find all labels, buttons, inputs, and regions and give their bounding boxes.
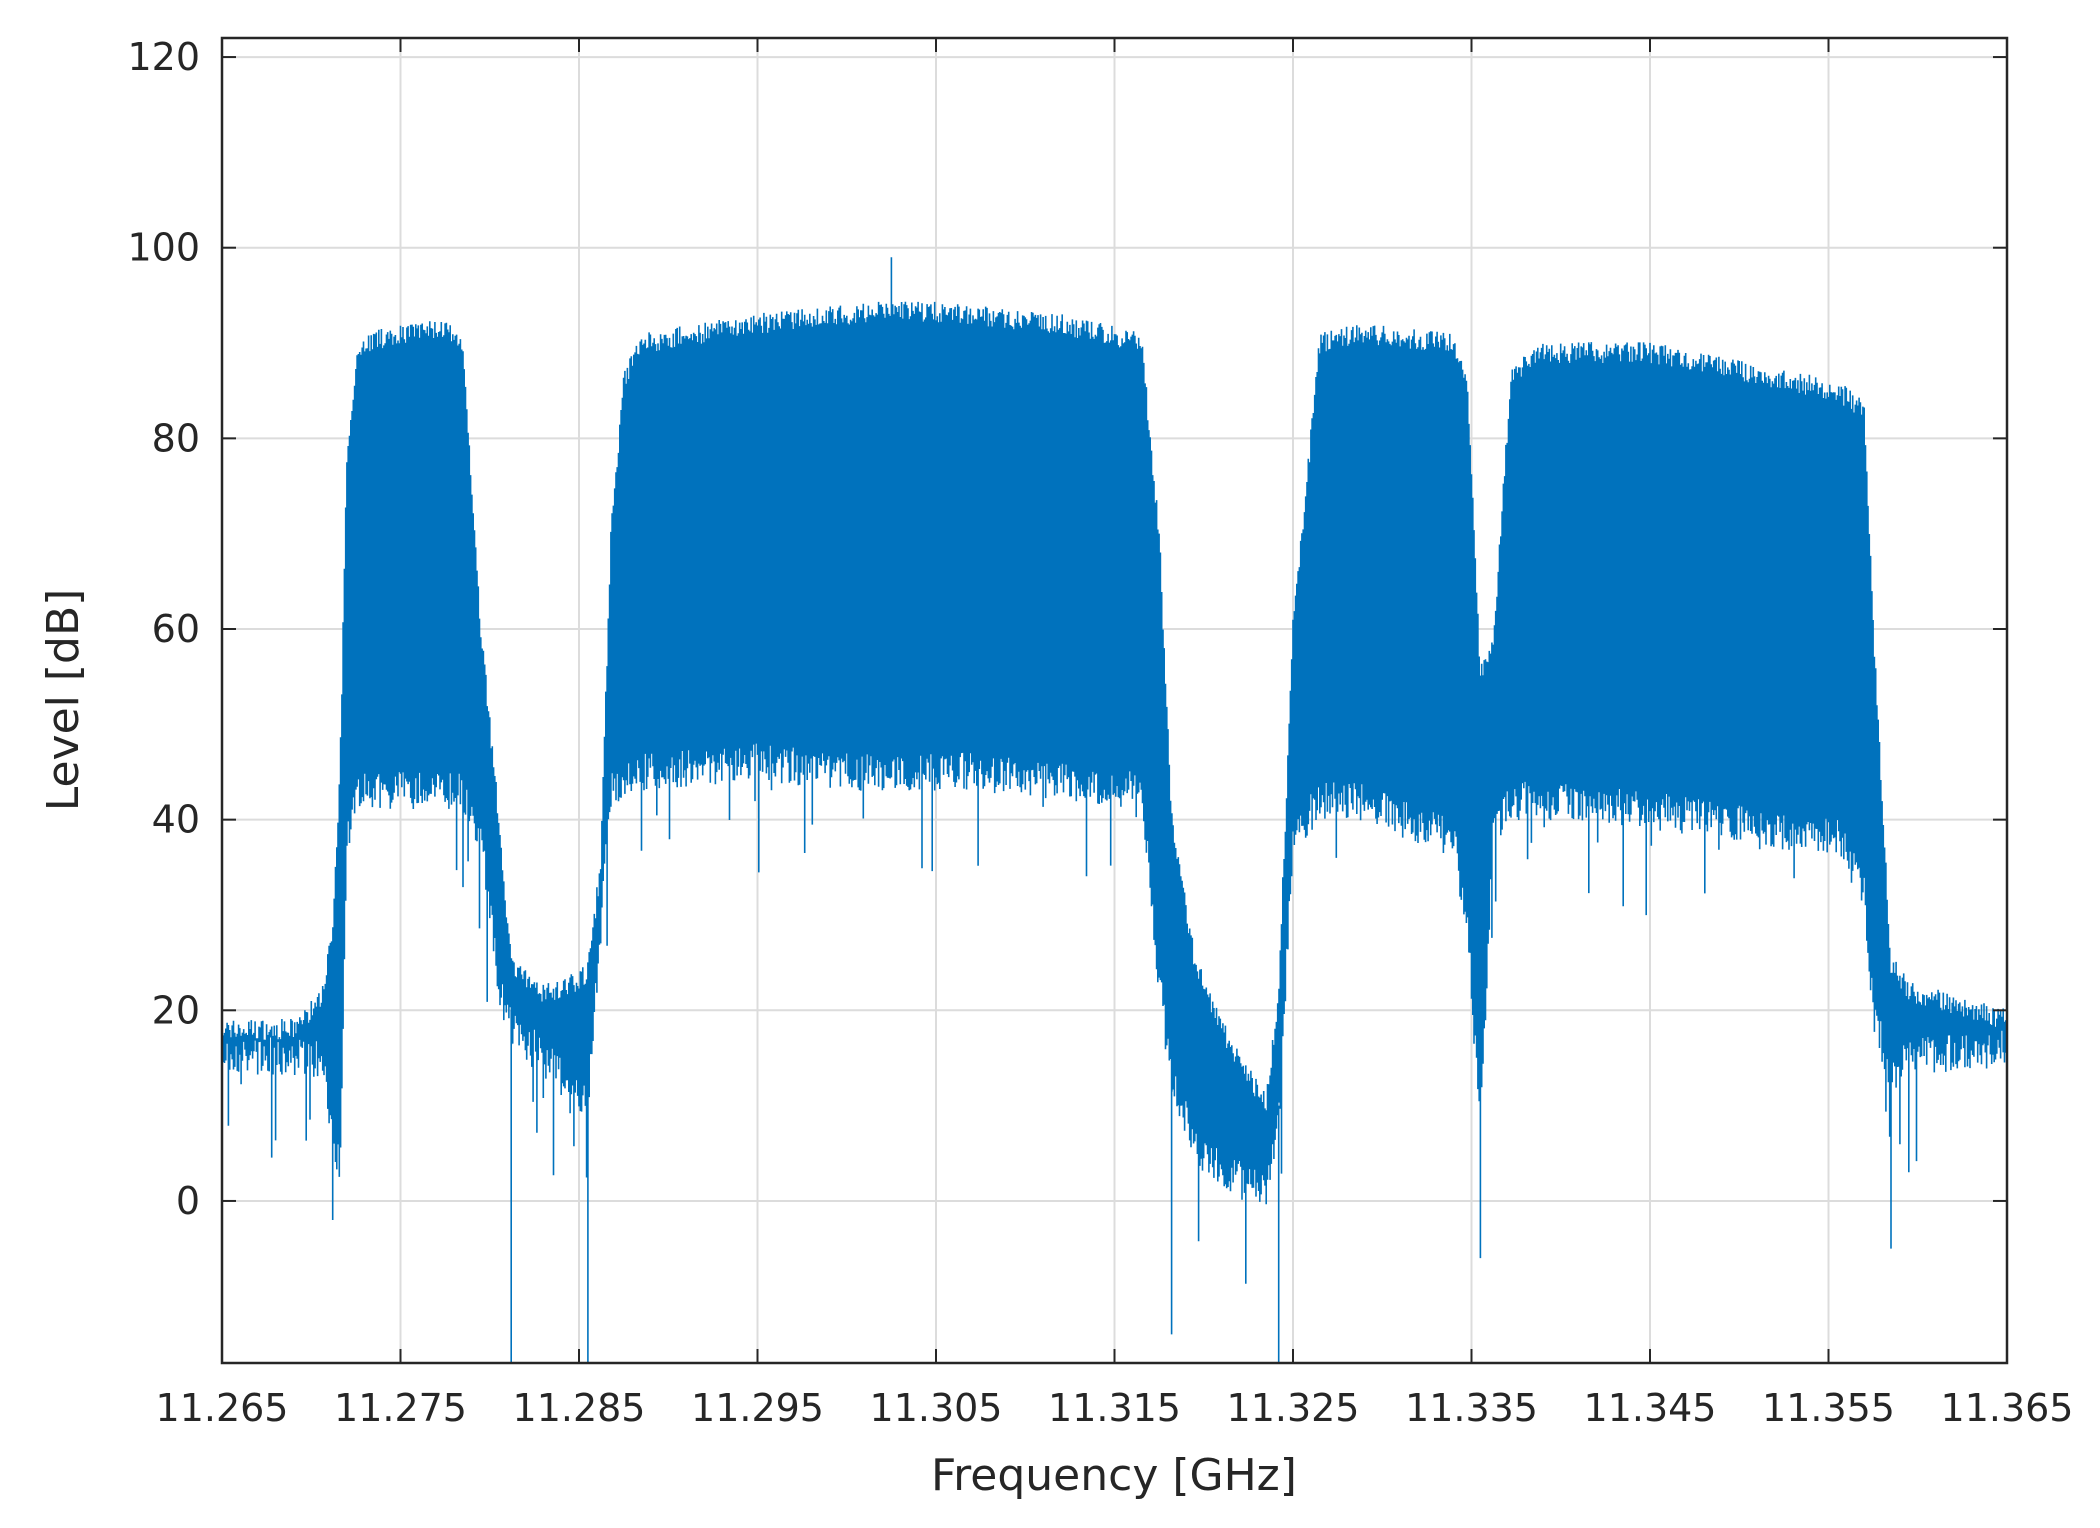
y-tick-labels: 0 20 40 60 80 100 120 bbox=[127, 35, 200, 1223]
y-tick-label: 100 bbox=[127, 226, 200, 270]
y-tick-label: 0 bbox=[176, 1179, 200, 1223]
y-tick-label: 80 bbox=[152, 416, 200, 460]
series-layer bbox=[222, 257, 2007, 1363]
y-tick-label: 60 bbox=[152, 607, 200, 651]
x-tick-label: 11.365 bbox=[1941, 1386, 2074, 1430]
y-axis-label: Level [dB] bbox=[38, 589, 89, 812]
x-axis-label: Frequency [GHz] bbox=[931, 1450, 1297, 1501]
x-tick-labels: 11.265 11.275 11.285 11.295 11.305 11.315 11.3… bbox=[156, 1386, 2074, 1430]
y-tick-label: 120 bbox=[127, 35, 200, 79]
y-tick-label: 40 bbox=[152, 798, 200, 842]
spectrum-series bbox=[222, 257, 2007, 1363]
x-tick-label: 11.275 bbox=[334, 1386, 467, 1430]
x-tick-label: 11.355 bbox=[1762, 1386, 1895, 1430]
x-tick-label: 11.305 bbox=[870, 1386, 1003, 1430]
x-tick-label: 11.295 bbox=[691, 1386, 824, 1430]
y-tick-label: 20 bbox=[152, 988, 200, 1032]
x-tick-label: 11.265 bbox=[156, 1386, 289, 1430]
tick-marks bbox=[221, 38, 2008, 1363]
x-tick-label: 11.315 bbox=[1048, 1386, 1181, 1430]
x-tick-label: 11.325 bbox=[1227, 1386, 1360, 1430]
x-tick-label: 11.335 bbox=[1405, 1386, 1538, 1430]
x-tick-label: 11.285 bbox=[513, 1386, 646, 1430]
x-tick-label: 11.345 bbox=[1584, 1386, 1717, 1430]
